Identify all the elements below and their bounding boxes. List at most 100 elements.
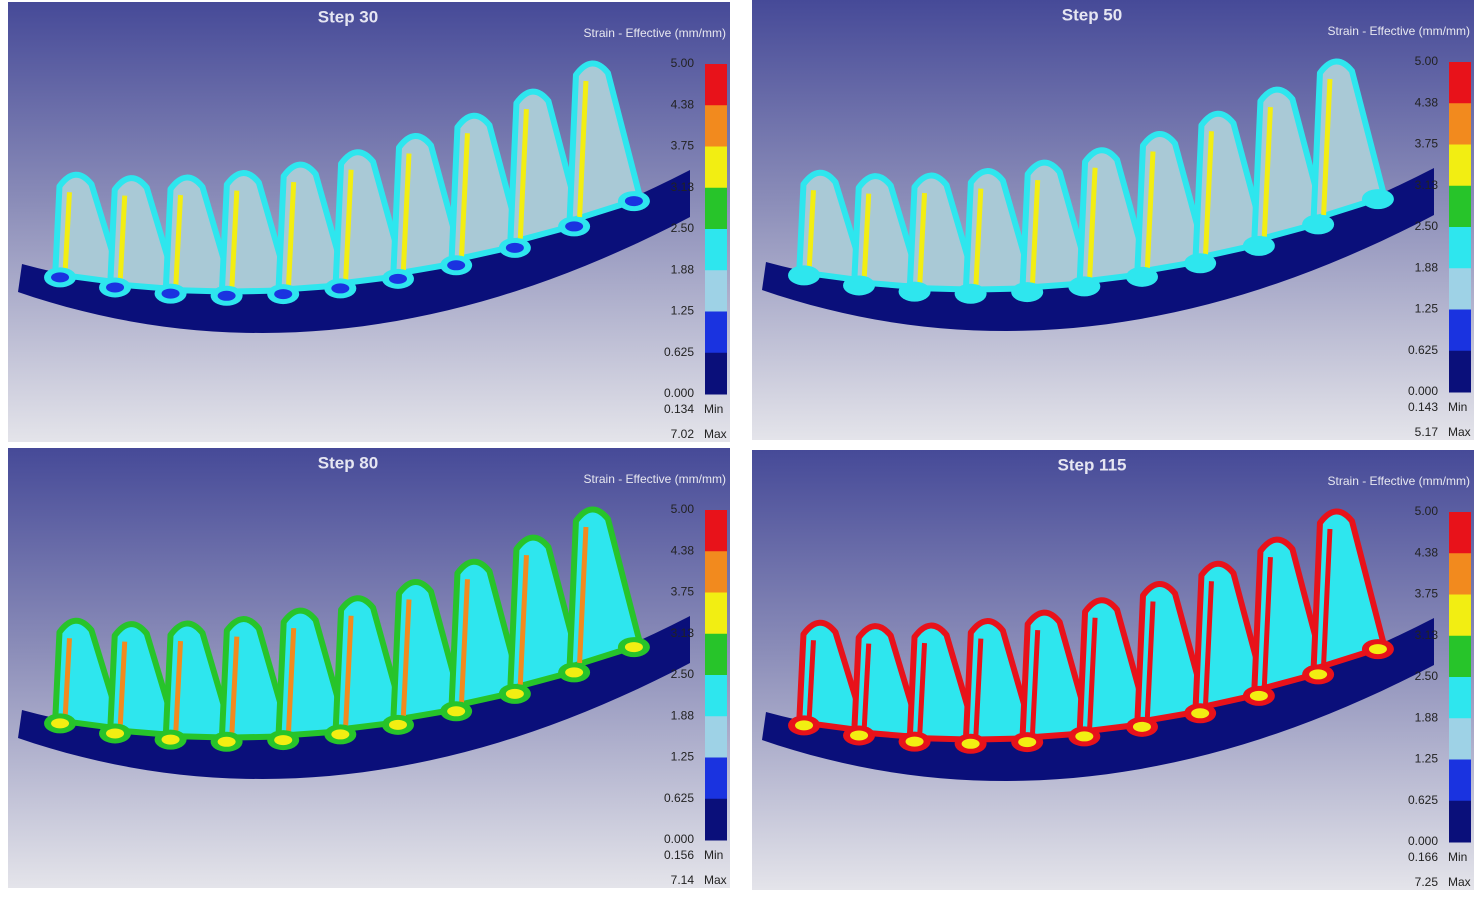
- colorbar-label: 4.38: [1415, 545, 1439, 559]
- colorbar-swatch: [1449, 103, 1471, 145]
- colorbar-swatch: [1449, 268, 1471, 310]
- tooth-stripe: [62, 192, 72, 271]
- colorbar-label: 0.625: [1408, 793, 1438, 807]
- colorbar-swatch: [1449, 309, 1471, 352]
- tooth-root-core: [850, 730, 869, 741]
- colorbar-label: 2.50: [1415, 669, 1439, 683]
- gear-tooth: [906, 172, 981, 293]
- colorbar-label: 1.25: [1415, 752, 1439, 766]
- gear-tooth: [162, 620, 237, 741]
- tooth-stripe: [343, 615, 354, 727]
- colorbar-label: 1.88: [1415, 710, 1439, 724]
- colorbar-swatch: [1449, 718, 1471, 760]
- colorbar-swatch: [705, 592, 727, 635]
- min-label: Min: [704, 402, 723, 416]
- max-value: 7.25: [1415, 875, 1439, 889]
- min-value: 0.143: [1408, 400, 1438, 414]
- colorbar-label: 1.25: [671, 750, 695, 764]
- tooth-root-core: [388, 719, 407, 730]
- colorbar-label: 0.000: [664, 832, 694, 846]
- gear-tooth: [52, 617, 125, 732]
- colorbar-label: 5.00: [1415, 504, 1439, 518]
- gear-tooth: [218, 170, 293, 295]
- colorbar-label: 3.13: [1415, 178, 1439, 192]
- colorbar-swatch: [705, 270, 727, 312]
- colorbar-swatch: [1449, 759, 1471, 802]
- colorbar-swatch: [705, 146, 727, 189]
- colorbar-label: 1.88: [1415, 260, 1439, 274]
- gear-tooth: [962, 168, 1037, 293]
- min-value: 0.166: [1408, 850, 1438, 864]
- max-label: Max: [1448, 425, 1471, 439]
- colorbar-swatch: [1449, 553, 1471, 595]
- max-label: Max: [704, 427, 727, 441]
- colorbar-label: 0.625: [664, 791, 694, 805]
- colorbar-swatch: [705, 675, 727, 717]
- tooth-stripe: [806, 190, 816, 269]
- colorbar-swatch: [1449, 227, 1471, 269]
- colorbar-label: 2.50: [671, 221, 695, 235]
- tooth-stripe: [1144, 151, 1156, 269]
- panel-title: Step 50: [1062, 5, 1122, 24]
- tooth-root-core: [1309, 669, 1328, 680]
- colorbar-label: 3.75: [671, 585, 695, 599]
- colorbar-swatch: [1449, 185, 1471, 228]
- tooth-stripe: [861, 643, 872, 729]
- tooth-root-core: [565, 221, 584, 232]
- tooth-root-core: [1018, 737, 1037, 748]
- tooth-root-core: [505, 688, 524, 699]
- tooth-stripe: [1030, 630, 1041, 734]
- gear-tooth: [1134, 131, 1210, 276]
- colorbar-label: 3.13: [671, 626, 695, 640]
- tooth-root-core: [1368, 644, 1387, 655]
- panel: Step 80 Strain - Effective (mm/mm) 5.00 4.3…: [8, 448, 730, 888]
- tooth-stripe: [1087, 617, 1098, 729]
- tooth-stripe: [973, 188, 984, 286]
- tooth-root-core: [274, 289, 293, 300]
- min-label: Min: [1448, 400, 1467, 414]
- min-label: Min: [1448, 850, 1467, 864]
- colorbar-swatch: [705, 633, 727, 676]
- gear-tooth: [218, 616, 293, 741]
- colorbar-swatch: [1449, 512, 1471, 554]
- tooth-root-core: [161, 734, 180, 745]
- colorbar-label: 1.25: [1415, 302, 1439, 316]
- min-value: 0.134: [664, 402, 694, 416]
- tooth-root-core: [1132, 721, 1151, 732]
- panel-title: Step 115: [1058, 455, 1127, 474]
- colorbar-swatch: [1449, 62, 1471, 104]
- colorbar-label: 1.88: [671, 708, 695, 722]
- min-value: 0.156: [664, 848, 694, 862]
- tooth-stripe: [117, 195, 128, 281]
- tooth-stripe: [459, 579, 470, 703]
- tooth-root-core: [51, 718, 70, 729]
- tooth-stripe: [517, 554, 529, 685]
- max-label: Max: [1448, 875, 1471, 889]
- tooth-root-core: [1249, 240, 1268, 251]
- colorbar-swatch: [705, 229, 727, 271]
- legend-title: Strain - Effective (mm/mm): [584, 26, 726, 40]
- tooth-stripe: [806, 640, 816, 719]
- tooth-root-core: [1075, 281, 1094, 292]
- gear-tooth: [962, 618, 1037, 743]
- tooth-root-core: [624, 196, 643, 207]
- colorbar-label: 0.000: [664, 386, 694, 400]
- colorbar-swatch: [705, 311, 727, 354]
- min-label: Min: [704, 848, 723, 862]
- colorbar-swatch: [1449, 677, 1471, 719]
- tooth-stripe: [861, 193, 872, 279]
- panel: Step 115 Strain - Effective (mm/mm) 5.00 4.…: [752, 450, 1474, 890]
- colorbar-label: 3.13: [671, 180, 695, 194]
- tooth-root-core: [1075, 731, 1094, 742]
- gear-tooth: [390, 133, 466, 278]
- tooth-root-core: [961, 738, 980, 749]
- tooth-root-core: [447, 260, 466, 271]
- tooth-root-core: [795, 270, 814, 281]
- tooth-root-core: [624, 642, 643, 653]
- gear-tooth: [390, 579, 466, 724]
- colorbar-swatch: [705, 510, 727, 552]
- panel-title: Step 30: [318, 7, 378, 26]
- tooth-root-core: [961, 288, 980, 299]
- tooth-stripe: [1203, 131, 1214, 255]
